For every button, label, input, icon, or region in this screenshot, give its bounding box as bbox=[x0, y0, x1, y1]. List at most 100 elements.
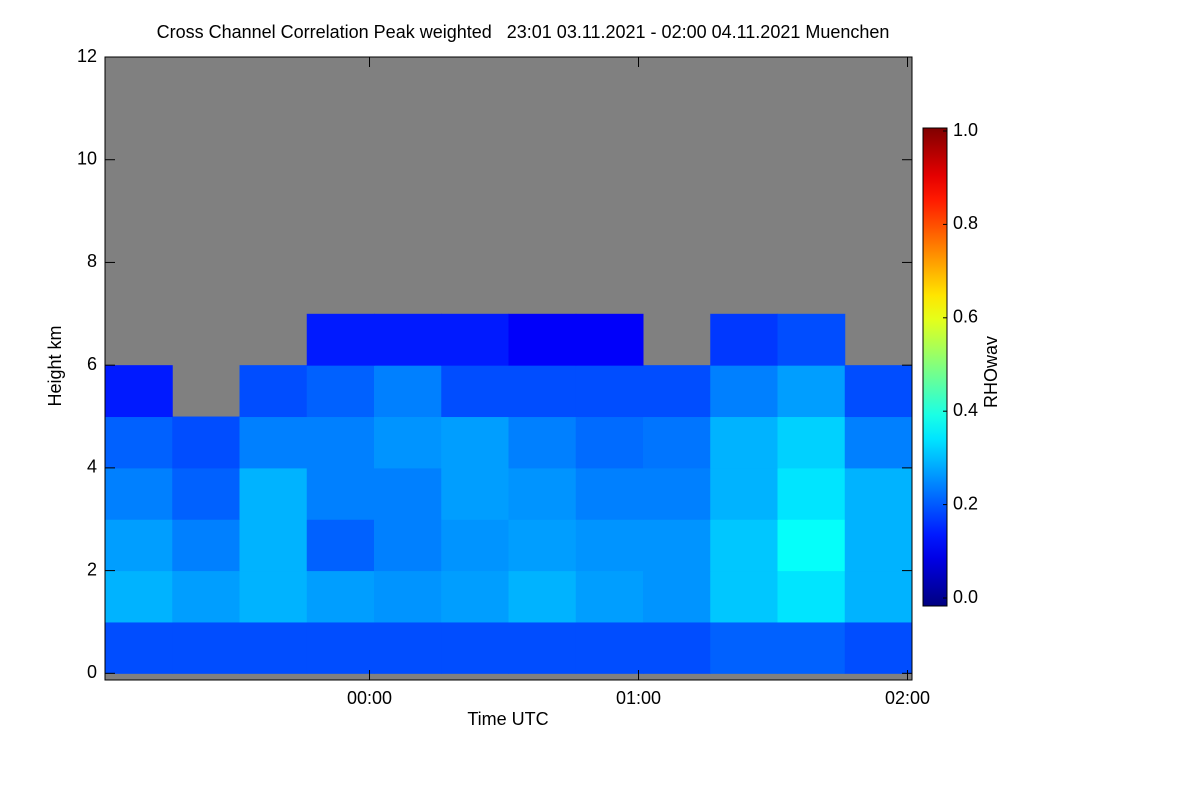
colorbar-tick-label: 1.0 bbox=[953, 120, 978, 140]
y-tick-label: 6 bbox=[87, 354, 97, 374]
heatmap-cell bbox=[239, 519, 308, 572]
heatmap-cell bbox=[374, 570, 442, 623]
heatmap-cell bbox=[239, 416, 308, 469]
heatmap-cell bbox=[575, 519, 644, 572]
chart-title: Cross Channel Correlation Peak weighted … bbox=[157, 22, 890, 42]
heatmap-cell bbox=[575, 313, 644, 366]
heatmap-cell bbox=[105, 570, 173, 623]
heatmap-cell bbox=[374, 365, 442, 418]
heatmap-cell bbox=[105, 467, 173, 520]
y-tick-label: 8 bbox=[87, 251, 97, 271]
y-tick-label: 12 bbox=[77, 46, 97, 66]
heatmap-cell bbox=[105, 416, 173, 469]
x-tick-label: 01:00 bbox=[616, 688, 661, 708]
heatmap-cell bbox=[710, 416, 778, 469]
heatmap-cell bbox=[239, 467, 308, 520]
x-axis-label: Time UTC bbox=[467, 709, 548, 729]
y-tick-label: 4 bbox=[87, 457, 97, 477]
heatmap-cell bbox=[374, 621, 442, 674]
x-tick-label: 02:00 bbox=[885, 688, 930, 708]
heatmap-cell bbox=[777, 313, 846, 366]
heatmap-cell bbox=[239, 570, 308, 623]
heatmap-cell bbox=[306, 365, 375, 418]
heatmap-cell bbox=[508, 313, 577, 366]
heatmap-cell bbox=[441, 313, 509, 366]
heatmap-cell bbox=[441, 416, 509, 469]
heatmap-cell bbox=[777, 467, 846, 520]
x-tick-label: 00:00 bbox=[347, 688, 392, 708]
heatmap-cell bbox=[844, 519, 913, 572]
heatmap-cell bbox=[575, 570, 644, 623]
heatmap-cell bbox=[844, 416, 913, 469]
heatmap-cell bbox=[643, 570, 711, 623]
colorbar-tick-label: 0.4 bbox=[953, 400, 978, 420]
heatmap-cell bbox=[777, 570, 846, 623]
heatmap-cell bbox=[777, 621, 846, 674]
heatmap-cell bbox=[710, 313, 778, 366]
heatmap-cell bbox=[374, 467, 442, 520]
heatmap-cell bbox=[575, 416, 644, 469]
heatmap-cell bbox=[710, 467, 778, 520]
y-tick-label: 10 bbox=[77, 148, 97, 168]
heatmap-cell bbox=[844, 365, 913, 418]
heatmap-cell bbox=[105, 621, 173, 674]
heatmap-cell bbox=[105, 519, 173, 572]
heatmap-cell bbox=[710, 621, 778, 674]
heatmap-cell bbox=[643, 416, 711, 469]
y-tick-label: 2 bbox=[87, 559, 97, 579]
y-axis-label: Height km bbox=[45, 325, 65, 406]
heatmap-cell bbox=[575, 365, 644, 418]
heatmap-cell bbox=[105, 365, 173, 418]
heatmap-cell bbox=[710, 570, 778, 623]
heatmap-cell bbox=[508, 416, 577, 469]
heatmap bbox=[105, 313, 913, 674]
heatmap-cell bbox=[306, 570, 375, 623]
heatmap-cell bbox=[508, 621, 577, 674]
heatmap-cell bbox=[239, 365, 308, 418]
heatmap-cell bbox=[441, 519, 509, 572]
heatmap-cell bbox=[643, 519, 711, 572]
heatmap-cell bbox=[306, 621, 375, 674]
heatmap-cell bbox=[508, 519, 577, 572]
plot-frame bbox=[104, 56, 913, 681]
heatmap-cell bbox=[844, 621, 913, 674]
heatmap-cell bbox=[844, 467, 913, 520]
heatmap-cell bbox=[777, 519, 846, 572]
heatmap-cell bbox=[172, 570, 240, 623]
heatmap-cell bbox=[172, 519, 240, 572]
heatmap-cell bbox=[374, 519, 442, 572]
heatmap-cell bbox=[172, 621, 240, 674]
heatmap-cell bbox=[374, 313, 442, 366]
heatmap-cell bbox=[643, 467, 711, 520]
heatmap-cell bbox=[643, 621, 711, 674]
heatmap-cell bbox=[508, 365, 577, 418]
heatmap-cell bbox=[172, 416, 240, 469]
heatmap-cell bbox=[239, 621, 308, 674]
heatmap-cell bbox=[441, 467, 509, 520]
heatmap-cell bbox=[844, 570, 913, 623]
heatmap-cell bbox=[575, 621, 644, 674]
heatmap-cell bbox=[441, 621, 509, 674]
heatmap-cell bbox=[508, 467, 577, 520]
colorbar-tick-label: 0.8 bbox=[953, 213, 978, 233]
heatmap-cell bbox=[306, 519, 375, 572]
colorbar bbox=[922, 127, 948, 607]
y-tick-label: 0 bbox=[87, 662, 97, 682]
colorbar-label: RHOwav bbox=[981, 336, 1001, 408]
heatmap-cell bbox=[508, 570, 577, 623]
heatmap-cell bbox=[643, 365, 711, 418]
heatmap-cell bbox=[306, 467, 375, 520]
colorbar-tick-label: 0.0 bbox=[953, 587, 978, 607]
heatmap-cell bbox=[710, 365, 778, 418]
heatmap-cell bbox=[374, 416, 442, 469]
heatmap-cell bbox=[441, 365, 509, 418]
colorbar-tick-label: 0.6 bbox=[953, 307, 978, 327]
heatmap-cell bbox=[777, 416, 846, 469]
colorbar-tick-label: 0.2 bbox=[953, 493, 978, 513]
heatmap-cell bbox=[777, 365, 846, 418]
heatmap-cell bbox=[172, 467, 240, 520]
heatmap-cell bbox=[306, 416, 375, 469]
heatmap-cell bbox=[710, 519, 778, 572]
